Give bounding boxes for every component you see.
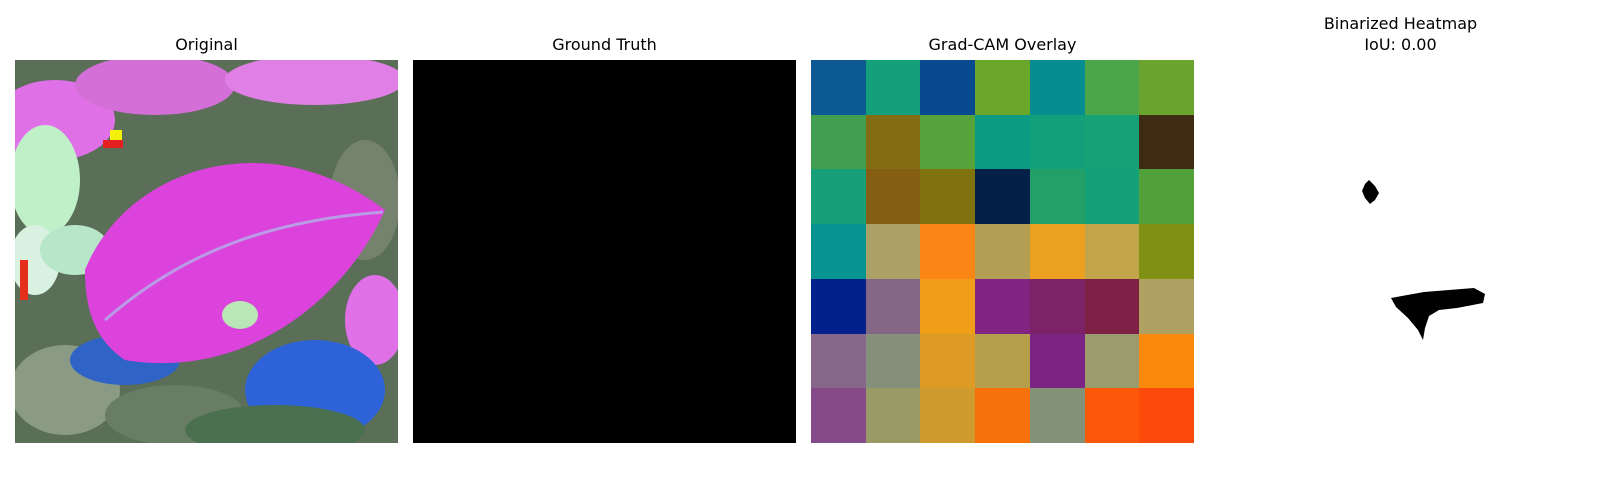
- gradcam-cell: [975, 114, 1030, 170]
- gradcam-cell: [920, 388, 976, 443]
- gradcam-cell: [975, 169, 1030, 225]
- gradcam-cell: [811, 60, 866, 115]
- gradcam-cell: [1139, 333, 1194, 389]
- gradcam-cell: [865, 224, 921, 279]
- gradcam-cell: [1139, 169, 1194, 225]
- gradcam-cell: [1084, 169, 1140, 225]
- gradcam-cell: [865, 278, 921, 334]
- iou-label: IoU: 0.00: [1364, 35, 1437, 54]
- gradcam-cell: [811, 278, 866, 334]
- gradcam-cell: [920, 333, 976, 389]
- gradcam-cell: [865, 60, 921, 115]
- gradcam-cell: [811, 333, 866, 389]
- gradcam-cell: [975, 278, 1030, 334]
- gradcam-cell: [920, 60, 976, 115]
- gradcam-cell: [920, 114, 976, 170]
- gradcam-cell: [865, 114, 921, 170]
- original-title: Original: [175, 35, 238, 54]
- gradcam-grid: [811, 60, 1194, 443]
- original-leaf-illustration: [15, 60, 398, 443]
- binary-blob-large: [1391, 288, 1485, 340]
- gradcam-cell: [975, 388, 1030, 443]
- gradcam-cell: [865, 169, 921, 225]
- gradcam-cell: [811, 114, 866, 170]
- gradcam-cell: [1084, 278, 1140, 334]
- gradcam-cell: [1139, 60, 1194, 115]
- gradcam-cell: [865, 333, 921, 389]
- gradcam-cell: [1029, 169, 1085, 225]
- gradcam-cell: [1084, 224, 1140, 279]
- gradcam-cell: [920, 278, 976, 334]
- binarized-heatmap: [1209, 60, 1592, 443]
- gradcam-cell: [1084, 333, 1140, 389]
- gradcam-cell: [1084, 60, 1140, 115]
- gradcam-cell: [811, 388, 866, 443]
- gradcam-cell: [920, 169, 976, 225]
- gradcam-overlay-title: Grad-CAM Overlay: [928, 35, 1077, 54]
- ground-truth-title: Ground Truth: [552, 35, 657, 54]
- gradcam-cell: [1084, 114, 1140, 170]
- binary-blob-small: [1362, 180, 1379, 204]
- gradcam-cell: [865, 388, 921, 443]
- gradcam-cell: [811, 169, 866, 225]
- binarized-heatmap-shapes: [1362, 180, 1485, 340]
- gradcam-overlay: [811, 60, 1194, 443]
- gradcam-cell: [1139, 388, 1194, 443]
- gradcam-cell: [1139, 224, 1194, 279]
- gradcam-cell: [1029, 388, 1085, 443]
- gradcam-cell: [975, 60, 1030, 115]
- ground-truth-mask: [413, 60, 796, 443]
- gradcam-cell: [1139, 278, 1194, 334]
- gradcam-cell: [1029, 278, 1085, 334]
- gradcam-cell: [1029, 114, 1085, 170]
- gradcam-cell: [1029, 60, 1085, 115]
- gradcam-cell: [811, 224, 866, 279]
- gradcam-cell: [975, 224, 1030, 279]
- binarized-heatmap-title-block: Binarized Heatmap IoU: 0.00: [1209, 13, 1592, 55]
- gradcam-cell: [1029, 333, 1085, 389]
- original-image: [15, 60, 398, 443]
- gradcam-cell: [920, 224, 976, 279]
- gradcam-cell: [1084, 388, 1140, 443]
- gradcam-cell: [975, 333, 1030, 389]
- binarized-heatmap-title: Binarized Heatmap: [1323, 14, 1478, 33]
- gradcam-cell: [1139, 114, 1194, 170]
- gradcam-cell: [1029, 224, 1085, 279]
